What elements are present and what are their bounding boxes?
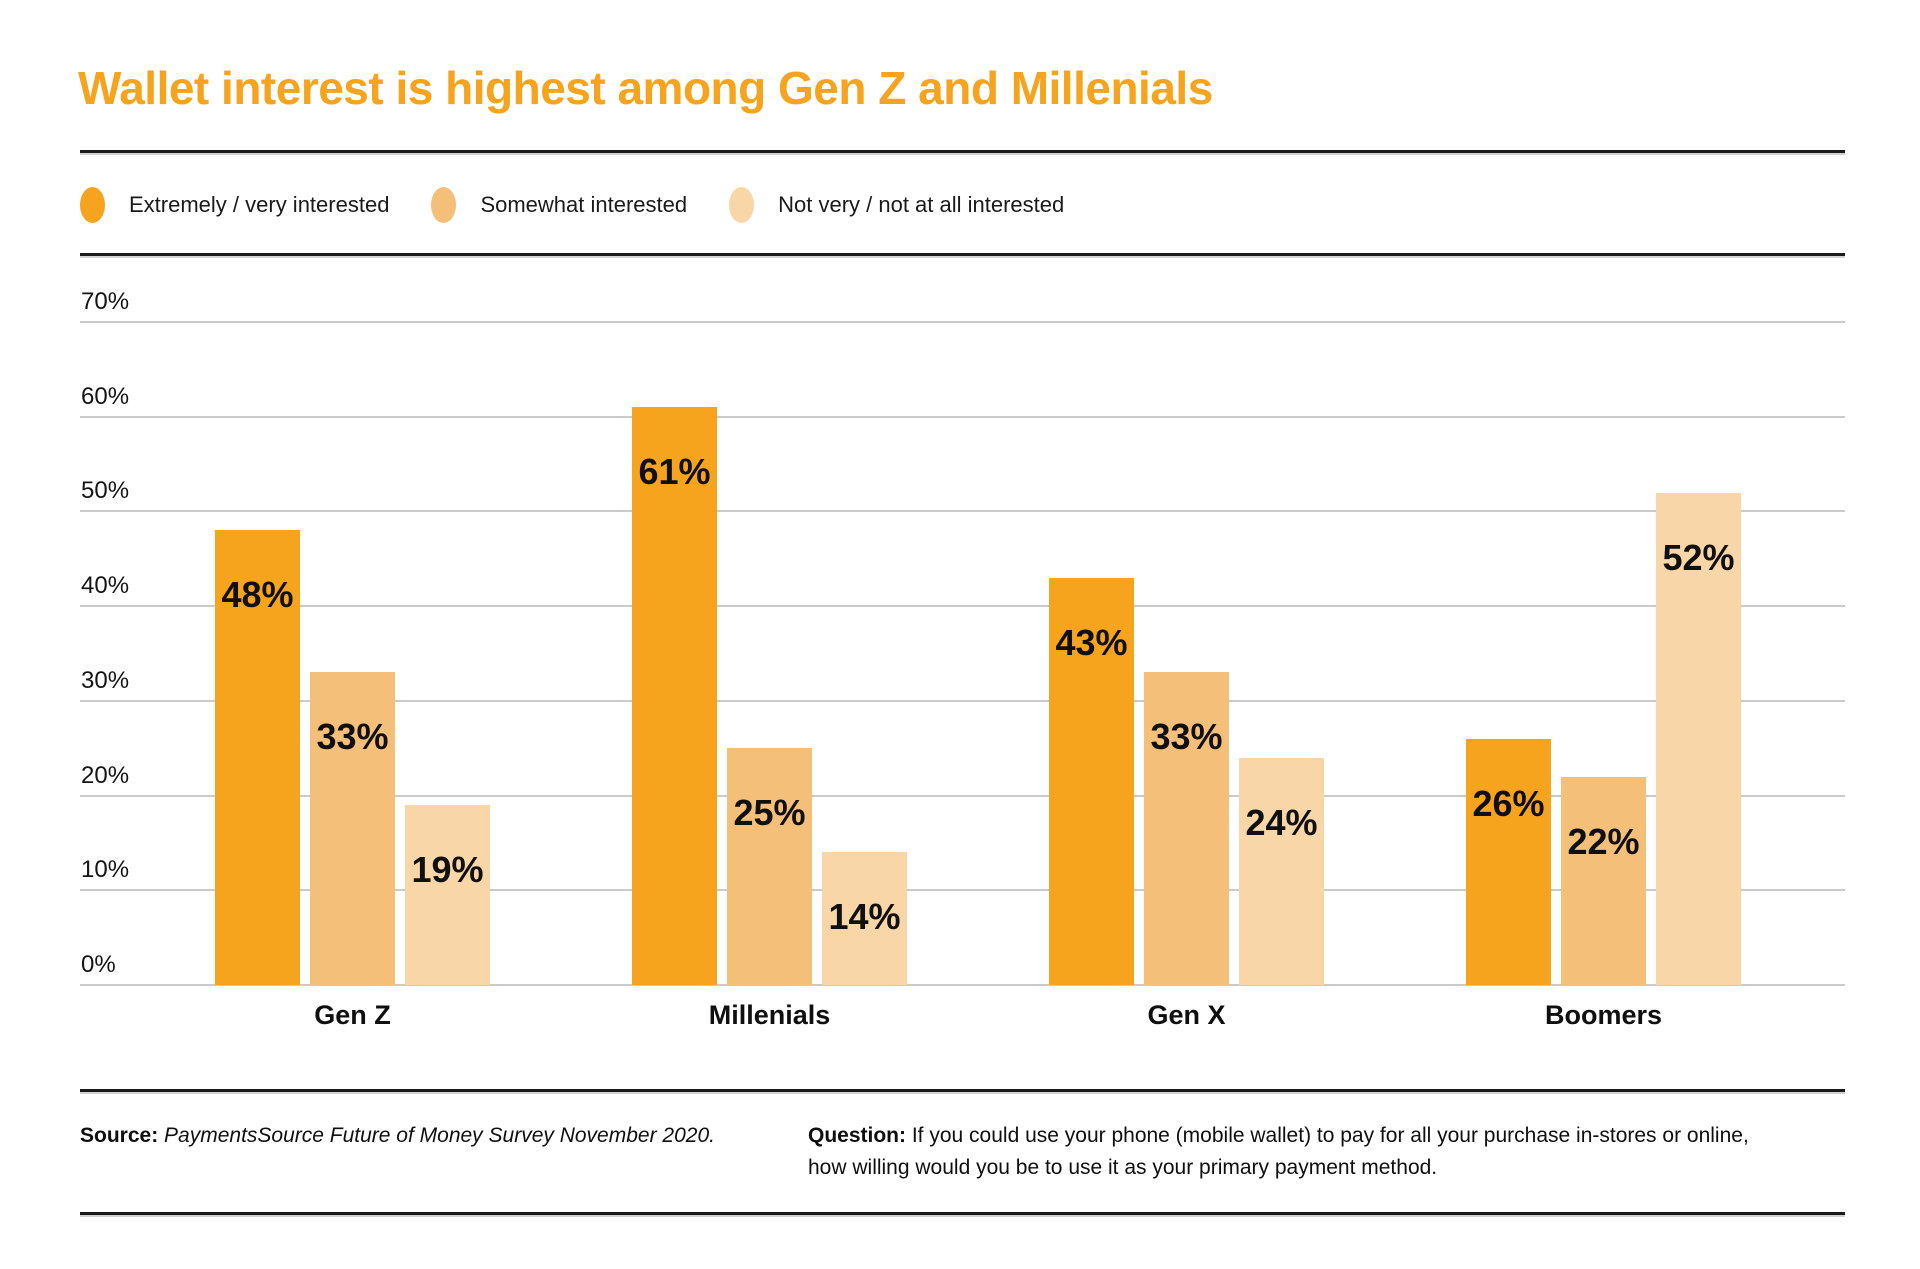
y-axis-tick-label: 50% bbox=[81, 477, 130, 505]
legend-item-label: Extremely / very interested bbox=[129, 192, 390, 217]
bar-group-gen-x: 43% 33% 24% bbox=[1049, 577, 1324, 985]
bar-value-label: 33% bbox=[316, 716, 389, 758]
bar-value-label: 19% bbox=[411, 849, 484, 891]
divider-below-legend bbox=[80, 253, 1845, 256]
gridline bbox=[80, 889, 1845, 892]
bar-value-label: 24% bbox=[1245, 801, 1318, 843]
x-axis-category-label: Gen Z bbox=[314, 1000, 391, 1030]
source-label: Source: bbox=[80, 1124, 159, 1147]
gridline bbox=[80, 321, 1845, 323]
source-value: PaymentsSource Future of Money Survey No… bbox=[164, 1124, 715, 1147]
gridline bbox=[80, 415, 1845, 418]
bar-value-label: 33% bbox=[1150, 716, 1223, 758]
chart-title: Wallet interest is highest among Gen Z a… bbox=[78, 62, 1213, 114]
x-axis-category-label: Gen X bbox=[1147, 1000, 1226, 1030]
bar-value-label: 14% bbox=[828, 896, 901, 938]
gridline bbox=[80, 605, 1845, 608]
legend-item-label: Somewhat interested bbox=[480, 192, 688, 217]
question-line-1: If you could use your phone (mobile wall… bbox=[911, 1124, 1749, 1147]
divider-bottom bbox=[80, 1212, 1845, 1215]
y-axis-tick-label: 60% bbox=[81, 382, 130, 410]
legend-dot-icon bbox=[80, 187, 105, 223]
bar-value-label: 61% bbox=[638, 451, 711, 493]
bar-gen-x-series-3: 24% bbox=[1239, 757, 1324, 985]
x-axis-category-label: Millenials bbox=[708, 1000, 831, 1030]
divider-below-chart bbox=[80, 1089, 1845, 1092]
y-axis-tick-label: 40% bbox=[81, 572, 130, 600]
legend-item-1: Somewhat interested bbox=[431, 187, 687, 223]
x-axis-category-label: Boomers bbox=[1544, 1000, 1663, 1030]
bar-boomers-series-3: 52% bbox=[1656, 492, 1741, 985]
gridline bbox=[80, 984, 1845, 986]
y-axis-tick-label: 70% bbox=[81, 288, 130, 315]
legend-item-label: Not very / not at all interested bbox=[778, 192, 1065, 217]
bar-group-millenials: 61% 25% 14% bbox=[632, 407, 907, 985]
bar-millenials-series-3: 14% bbox=[822, 852, 907, 985]
source-text: Source: PaymentsSource Future of Money S… bbox=[80, 1120, 780, 1152]
bar-boomers-series-1: 26% bbox=[1466, 738, 1551, 985]
bar-group-gen-z: 48% 33% 19% bbox=[215, 530, 490, 985]
bar-value-label: 26% bbox=[1472, 782, 1545, 824]
gridline bbox=[80, 510, 1845, 513]
divider-below-title bbox=[80, 150, 1845, 153]
bar-gen-z-series-3: 19% bbox=[405, 805, 490, 985]
bar-value-label: 48% bbox=[221, 574, 294, 616]
bar-value-label: 25% bbox=[733, 792, 806, 834]
legend-item-2: Not very / not at all interested bbox=[729, 187, 1064, 223]
category-axis: Gen Z Millenials Gen X Boomers bbox=[80, 1000, 1845, 1042]
bar-gen-x-series-2: 33% bbox=[1144, 672, 1229, 985]
bar-gen-z-series-2: 33% bbox=[310, 672, 395, 985]
y-axis-tick-label: 20% bbox=[81, 761, 130, 789]
y-axis-tick-label: 0% bbox=[81, 951, 116, 978]
legend-dot-icon bbox=[431, 187, 457, 223]
bar-group-boomers: 26% 22% 52% bbox=[1466, 492, 1741, 985]
question-line-2: how willing would you be to use it as yo… bbox=[808, 1156, 1438, 1179]
bar-boomers-series-2: 22% bbox=[1561, 776, 1646, 985]
y-axis-tick-label: 30% bbox=[81, 666, 130, 694]
y-axis-tick-label: 10% bbox=[81, 856, 130, 884]
bar-value-label: 43% bbox=[1055, 621, 1128, 663]
gridline bbox=[80, 794, 1845, 797]
question-label: Question: bbox=[808, 1124, 906, 1147]
plot-area: 70% 60% 50% 40% 30% 20% 10% 0% 48% 33% 19% 61% 25% 14… bbox=[80, 289, 1845, 986]
legend-item-0: Extremely / very interested bbox=[80, 187, 389, 223]
bar-gen-z-series-1: 48% bbox=[215, 530, 300, 985]
legend-dot-icon bbox=[729, 187, 755, 223]
bar-value-label: 22% bbox=[1567, 820, 1640, 862]
bar-gen-x-series-1: 43% bbox=[1049, 577, 1134, 985]
bar-millenials-series-2: 25% bbox=[727, 748, 812, 985]
gridline bbox=[80, 699, 1845, 702]
legend: Extremely / very interested Somewhat inte… bbox=[80, 183, 1106, 227]
bar-value-label: 52% bbox=[1662, 536, 1735, 578]
bar-millenials-series-1: 61% bbox=[632, 407, 717, 985]
question-text: Question: If you could use your phone (m… bbox=[808, 1120, 1848, 1184]
